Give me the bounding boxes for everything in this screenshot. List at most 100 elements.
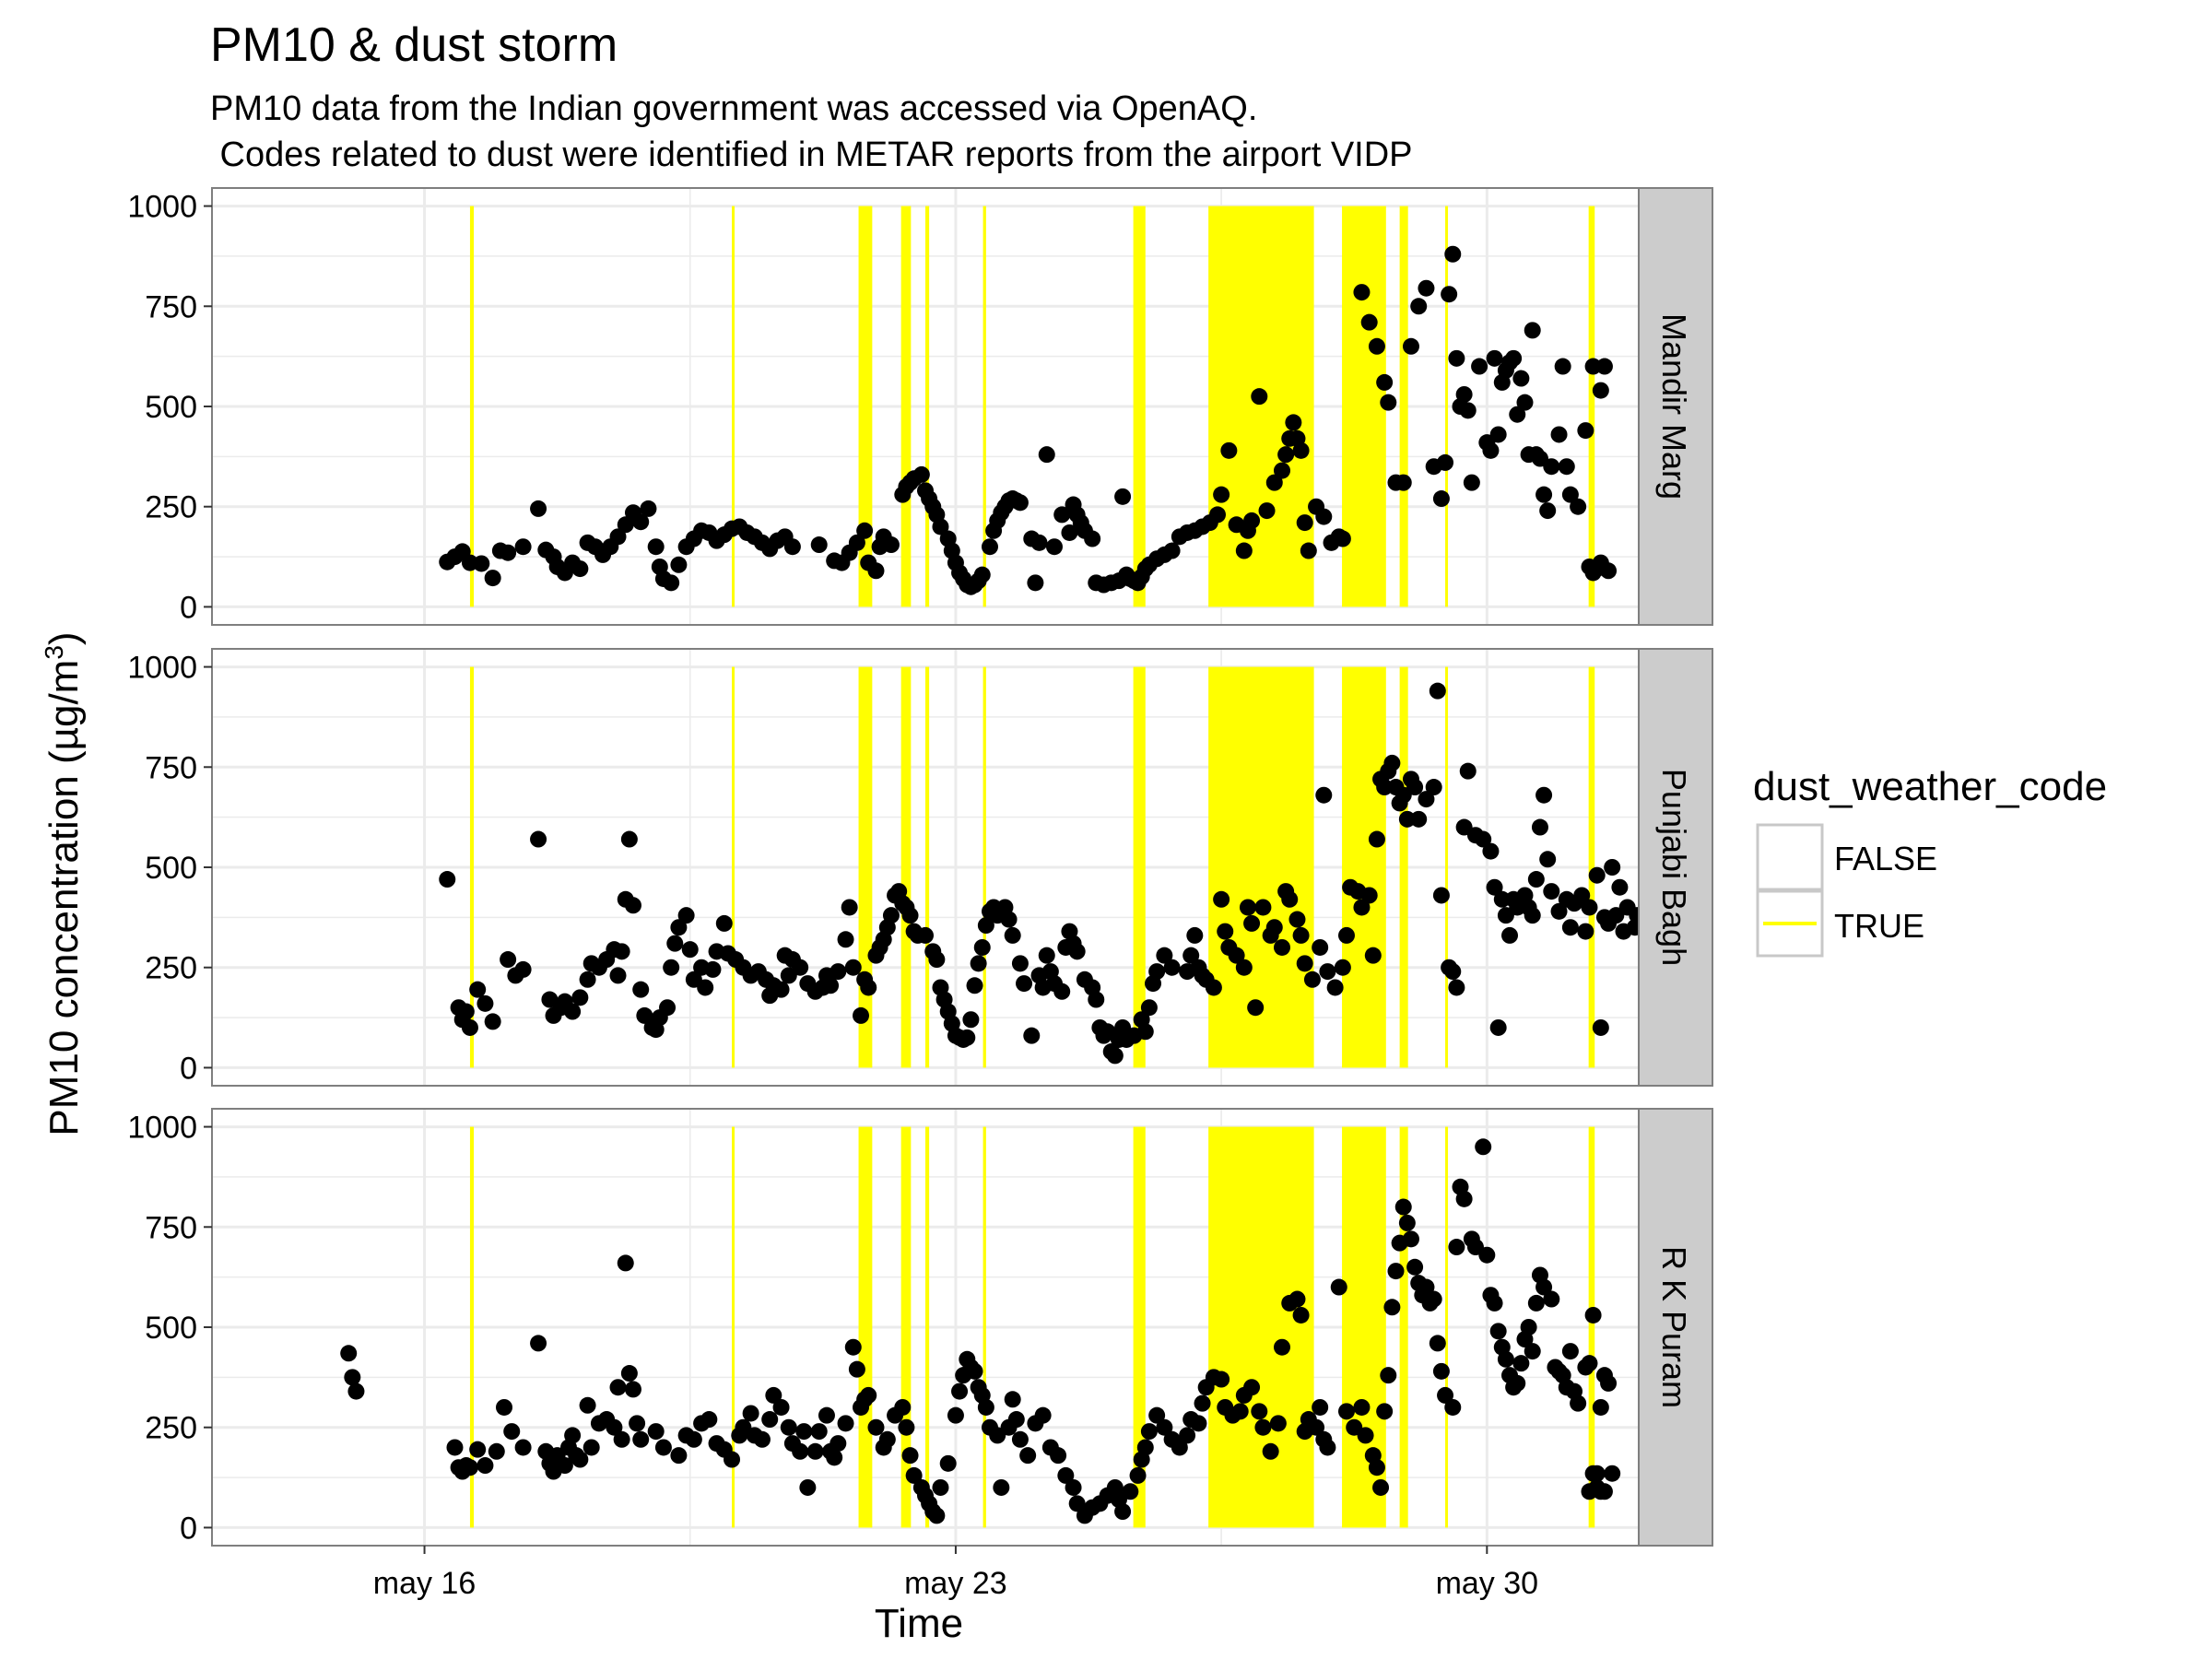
data-point (1444, 1398, 1462, 1416)
data-point (1353, 899, 1371, 916)
data-point (1406, 779, 1424, 796)
data-point (1595, 358, 1613, 375)
data-point (1592, 1398, 1609, 1416)
data-point (1296, 514, 1313, 532)
data-point (837, 1415, 854, 1432)
data-point (500, 951, 517, 969)
data-point (830, 963, 847, 981)
dust-period-band (469, 666, 475, 1068)
data-point (484, 570, 501, 587)
data-point (1588, 1465, 1606, 1482)
data-point (1315, 508, 1333, 525)
data-point (488, 1442, 505, 1460)
data-point (1281, 890, 1299, 908)
y-tick-label: 1000 (127, 1111, 197, 1146)
data-point (894, 1398, 912, 1416)
dust-period-band (1399, 206, 1408, 607)
data-point (1535, 1278, 1553, 1296)
data-point (912, 465, 930, 483)
data-point (1509, 406, 1526, 423)
data-point (609, 1379, 627, 1396)
data-point (867, 562, 885, 580)
data-point (1030, 534, 1048, 551)
data-point (810, 536, 828, 554)
data-point (632, 513, 650, 531)
data-point (844, 1338, 862, 1356)
data-point (932, 1478, 949, 1496)
data-point (761, 1411, 779, 1429)
data-point (1027, 574, 1044, 592)
data-point (848, 534, 865, 551)
y-tick-label: 250 (145, 490, 197, 525)
data-point (1486, 878, 1503, 896)
y-tick-label: 500 (145, 1311, 197, 1346)
data-point (947, 1406, 964, 1424)
data-point (617, 516, 634, 534)
data-point (806, 1442, 824, 1460)
data-point (620, 830, 638, 848)
data-point (1315, 786, 1333, 804)
data-point (609, 967, 627, 984)
data-point (1011, 494, 1029, 512)
data-point (654, 1439, 672, 1456)
data-point (1205, 979, 1222, 996)
panels: Mandir Marg 0 250 500 750 1000 Punjabi Bagh 0 25… (127, 187, 1713, 1547)
data-point (1065, 1478, 1082, 1496)
data-point (571, 1451, 589, 1468)
facet-panel-1: Punjabi Bagh 0 250 500 750 1000 (127, 648, 1713, 1087)
data-point (901, 907, 919, 924)
data-point (556, 1457, 573, 1475)
data-point (715, 914, 733, 932)
data-point (1463, 474, 1480, 491)
data-point (503, 1423, 521, 1441)
data-point (1292, 441, 1310, 459)
legend-title: dust_weather_code (1753, 764, 2107, 809)
data-point (1228, 947, 1245, 964)
data-point (677, 907, 695, 924)
data-point (1524, 322, 1541, 339)
dust-period-band (732, 1126, 735, 1528)
y-tick-label: 0 (180, 1051, 197, 1086)
data-point (799, 1478, 817, 1496)
legend-label-true: TRUE (1834, 907, 1924, 945)
data-point (1493, 890, 1511, 908)
data-point (1501, 926, 1519, 944)
data-point (1398, 810, 1416, 828)
data-point (564, 1427, 582, 1444)
data-point (724, 1451, 741, 1468)
data-point (1019, 1447, 1037, 1465)
data-point (1600, 562, 1618, 580)
data-point (446, 1439, 464, 1456)
data-point (1380, 394, 1397, 411)
data-point (1402, 337, 1419, 355)
data-point (792, 959, 809, 976)
data-point (1410, 810, 1428, 828)
data-point (1486, 1294, 1503, 1312)
data-point (1274, 462, 1290, 479)
data-point (1550, 426, 1568, 443)
data-point (1011, 955, 1029, 972)
dust-period-band (925, 206, 930, 607)
data-point (514, 960, 532, 978)
data-point (1262, 1442, 1279, 1460)
data-point (1437, 1386, 1454, 1404)
data-point (613, 943, 630, 960)
data-point (1292, 1306, 1310, 1324)
data-point (1394, 1198, 1412, 1216)
data-point (469, 1441, 487, 1458)
data-point (1383, 1299, 1401, 1316)
data-point (1368, 830, 1385, 848)
data-point (1459, 762, 1477, 780)
dust-period-band (1342, 206, 1386, 607)
y-tick-label: 750 (145, 289, 197, 324)
data-point (1129, 1466, 1147, 1484)
data-point (1007, 1411, 1025, 1429)
data-point (1337, 1403, 1355, 1420)
data-point (1527, 871, 1545, 888)
data-point (629, 1415, 646, 1432)
data-point (1114, 488, 1132, 505)
data-point (1573, 887, 1591, 904)
data-point (772, 1398, 790, 1416)
data-point (1136, 1023, 1154, 1041)
